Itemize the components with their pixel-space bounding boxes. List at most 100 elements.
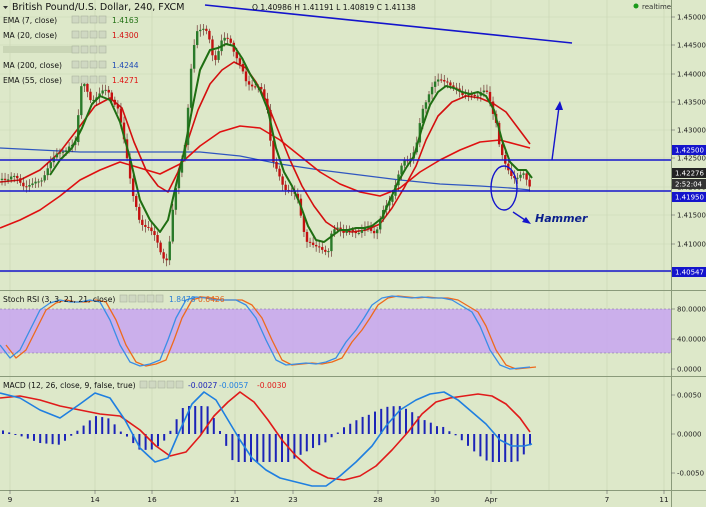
price-tick-label: 1.43000 [677,127,706,135]
candle-body [162,252,165,259]
macd-hist-bar [330,434,333,438]
candle-body [516,177,519,179]
date-tick-label: 23 [288,495,298,504]
macd-hist-bar [64,434,66,441]
indicator-control-button[interactable] [98,15,107,24]
indicator-label: EMA (7, close) [3,16,57,25]
hammer-ellipse[interactable] [490,165,518,211]
candle-body [391,195,394,202]
indicator-control-button[interactable] [89,60,98,69]
indicator-control-button[interactable] [80,45,89,54]
candle-body [217,51,220,60]
hidden-indicator-placeholder[interactable] [3,46,73,53]
candle-body [180,159,184,173]
indicator-control-button[interactable] [89,75,98,84]
grid [0,0,671,490]
macd-hist-bar [70,434,73,436]
candle-body [284,184,287,190]
candle-body [375,229,379,234]
candle-body [61,151,65,153]
macd-hist-bar [305,434,308,452]
macd-hist-bar [268,434,271,462]
collapse-arrow-icon[interactable] [3,6,8,9]
indicator-control-button[interactable] [71,30,80,39]
hammer-arrowhead-icon [522,217,531,224]
candle-body [113,99,117,105]
indicator-control-button[interactable] [80,15,89,24]
candle-body [403,160,406,166]
macd-hist-bar [126,434,128,437]
candle-body [250,84,254,87]
macd-hist-bar [231,434,234,461]
candle-body [467,94,470,96]
candle-body [379,218,382,230]
macd-hist-bar [491,434,494,462]
candle-body [86,83,89,92]
macd-pane[interactable]: MACD (12, 26, close, 9, false, true) -0.… [0,380,533,487]
date-axis[interactable]: 9 14 16 21 23 28 30 Apr 7 11 [8,490,669,504]
stoch-tick-label: 40.0000 [677,336,706,344]
indicator-label: MA (20, close) [3,31,57,40]
candle-body [314,244,318,247]
stoch-rsi-pane[interactable]: Stoch RSI (3, 3, 21, 21, close) 1.8478 0… [0,294,671,370]
price-pane[interactable]: Hammer British Pound/U.S. Dollar, 240, F… [0,2,671,272]
price-badge [672,179,706,189]
indicator-control-button[interactable] [89,30,98,39]
indicator-control-button[interactable] [89,15,98,24]
indicator-control-button[interactable] [71,45,80,54]
candle-body [104,89,107,91]
date-tick-label: 30 [430,495,440,504]
stoch-axis[interactable]: 80.0000 40.0000 0.0000 [671,306,706,374]
macd-hist-bar [274,434,277,462]
macd-hist-bar [367,414,370,434]
macd-hist-bar [504,434,507,462]
macd-hist-bar [336,432,339,434]
macd-hist-bar [113,424,116,434]
price-tick-label: 1.42500 [677,155,706,163]
macd-controls[interactable] [139,380,184,389]
indicator-control-button[interactable] [80,30,89,39]
indicator-control-button[interactable] [98,45,107,54]
candle-body [89,91,92,101]
ema7-line [49,43,533,243]
indicator-control-button[interactable] [98,75,107,84]
macd-hist-bar [405,408,407,434]
price-badge-label: 1.41950 [675,194,704,202]
indicator-control-button[interactable] [98,60,107,69]
candle-body [211,39,214,56]
macd-axis[interactable]: 0.0050 0.0000 -0.0050 [671,392,704,478]
indicator-control-button[interactable] [80,75,89,84]
up-arrow[interactable] [551,106,560,161]
price-axis[interactable]: 1.45000 1.44500 1.44000 1.43500 1.43000 1.425… [671,14,706,278]
macd-hist-bar [169,430,172,434]
indicator-value: 1.4244 [112,61,139,70]
candle-body [278,168,281,177]
candle-body [470,94,473,96]
macd-hist-bar [132,434,135,444]
ma20-path [0,61,531,233]
macd-hist-bar [380,408,383,434]
stoch-controls[interactable] [119,294,164,303]
candle-body [19,178,22,183]
macd-hist-bar [262,434,265,462]
indicator-control-button[interactable] [98,30,107,39]
indicator-control-button[interactable] [89,45,98,54]
candle-body [153,231,156,235]
macd-hist-bar [436,426,438,434]
candle-body [400,165,403,175]
candle-body [263,89,266,99]
indicator-control-button[interactable] [80,60,89,69]
macd-hist-bar [460,434,463,441]
indicator-control-button[interactable] [71,15,80,24]
macd-hist-bar [175,419,178,434]
candle-body [333,229,336,234]
trend-line[interactable] [204,4,573,44]
candle-body [308,241,312,243]
indicator-control-button[interactable] [71,75,80,84]
indicator-control-button[interactable] [71,60,80,69]
candle-body [476,95,479,97]
macd-hist-bar [522,434,525,455]
candle-body [473,94,476,97]
macd-hist-bar [386,406,389,434]
